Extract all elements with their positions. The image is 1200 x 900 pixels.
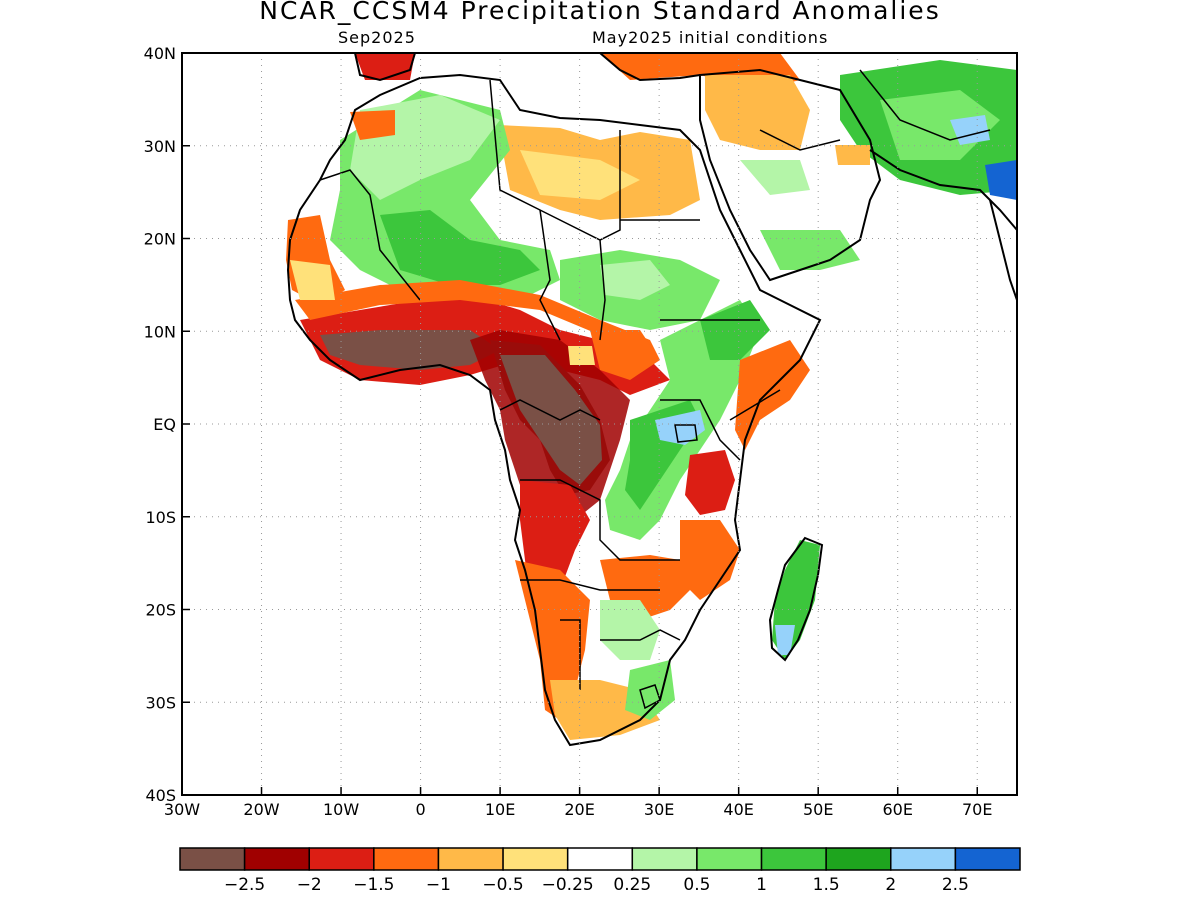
colorbar-label: 1 bbox=[756, 875, 767, 895]
anomaly-mozambique-orange bbox=[680, 520, 740, 600]
border-line bbox=[600, 629, 681, 641]
colorbar-label: 1.5 bbox=[813, 875, 840, 895]
lat-tick-label: 30S bbox=[145, 693, 176, 712]
anomaly-madagascar-blue bbox=[775, 625, 795, 655]
border-line bbox=[859, 69, 991, 141]
border-line bbox=[520, 579, 660, 591]
lon-tick-label: 30W bbox=[164, 800, 200, 819]
colorbar-swatch bbox=[437, 847, 504, 871]
coastlines bbox=[286, 53, 1017, 747]
arabia-coastline bbox=[699, 68, 882, 282]
colorbar-label: 0.25 bbox=[613, 875, 651, 895]
initial-conditions: May2025 initial conditions bbox=[592, 28, 829, 47]
anomaly-orange-central bbox=[590, 330, 660, 380]
anomaly-guinea-brown bbox=[320, 330, 500, 370]
anomaly-tanzania-red bbox=[685, 450, 735, 515]
colorbar-label: 2.5 bbox=[942, 875, 969, 895]
colorbar-swatch bbox=[631, 847, 698, 871]
lat-tick-label: 40S bbox=[145, 786, 176, 805]
colorbar-label: −1.5 bbox=[353, 875, 394, 895]
lat-tick-label: 40N bbox=[144, 44, 176, 63]
lon-tick-label: 0 bbox=[415, 800, 425, 819]
colorbar-swatch bbox=[502, 847, 569, 871]
forecast-month: Sep2025 bbox=[338, 28, 416, 47]
lon-tick-label: 10E bbox=[485, 800, 515, 819]
lon-tick-label: 30E bbox=[644, 800, 674, 819]
lon-tick-label: 20E bbox=[564, 800, 594, 819]
anomaly-sahara-darker bbox=[380, 210, 540, 285]
lat-tick-label: 10S bbox=[145, 508, 176, 527]
axis-ticks: 30W 20W 10W 0 10E 20E 30E 40E 50E 60E 70E 40N 30N 20N… bbox=[144, 44, 993, 819]
gridlines bbox=[182, 53, 1017, 795]
colorbar-swatch bbox=[696, 847, 763, 871]
colorbar-swatch bbox=[243, 847, 310, 871]
anomaly-west-coast-yellow bbox=[290, 260, 335, 300]
anomaly-morocco bbox=[350, 110, 395, 140]
border-line bbox=[759, 129, 841, 151]
anomaly-gulf-orange bbox=[835, 145, 870, 165]
mediterranean-coastline bbox=[354, 53, 701, 82]
colorbar-swatch bbox=[179, 847, 246, 871]
anomaly-natal-green bbox=[625, 660, 675, 720]
border-line bbox=[319, 169, 421, 301]
anomaly-sahel-orange bbox=[295, 280, 660, 360]
map-title: NCAR_CCSM4 Precipitation Standard Anomal… bbox=[259, 0, 941, 25]
colorbar: −2.5 −2 −1.5 −1 −0.5 −0.25 0.25 0.5 1 1.5 2 2.5 bbox=[179, 847, 1021, 895]
border-line bbox=[520, 479, 680, 561]
lon-tick-label: 70E bbox=[962, 800, 992, 819]
colorbar-swatch bbox=[308, 847, 375, 871]
colorbar-swatch bbox=[760, 847, 827, 871]
persia-coastline bbox=[869, 149, 1017, 231]
lon-tick-label: 60E bbox=[882, 800, 912, 819]
india-coastline bbox=[989, 199, 1017, 301]
country-borders bbox=[319, 69, 991, 710]
africa-coastline bbox=[286, 73, 822, 747]
lake-victoria-outline bbox=[674, 424, 698, 443]
colorbar-swatch bbox=[373, 847, 440, 871]
anomaly-middle-east bbox=[705, 75, 810, 150]
border-line bbox=[539, 209, 561, 341]
colorbar-swatch bbox=[954, 847, 1021, 871]
lon-tick-label: 20W bbox=[243, 800, 279, 819]
colorbar-label: −2 bbox=[297, 875, 322, 895]
border-line bbox=[729, 389, 781, 421]
anomaly-arabia-green bbox=[760, 230, 860, 270]
anomaly-india-blue bbox=[985, 160, 1017, 200]
colorbar-label: 0.5 bbox=[683, 875, 710, 895]
anomaly-libya-core bbox=[520, 150, 640, 200]
border-line bbox=[499, 399, 601, 421]
anomaly-ethiopia-green bbox=[700, 300, 770, 360]
lat-tick-label: 20S bbox=[145, 601, 176, 620]
lake-outline bbox=[639, 684, 661, 710]
lat-tick-label: 10N bbox=[144, 322, 176, 341]
madagascar-coastline bbox=[768, 536, 824, 662]
anomaly-congo-brown-2 bbox=[500, 355, 602, 485]
anomaly-southern-light bbox=[600, 600, 660, 660]
border-line bbox=[560, 619, 581, 690]
anomaly-lake-victoria-blue bbox=[655, 410, 705, 445]
colorbar-label: 2 bbox=[885, 875, 896, 895]
lat-tick-label: 30N bbox=[144, 137, 176, 156]
border-line bbox=[599, 239, 606, 341]
border-line bbox=[660, 399, 741, 461]
colorbar-label: −1 bbox=[426, 875, 451, 895]
colorbar-label: −2.5 bbox=[224, 875, 265, 895]
colorbar-swatch bbox=[890, 847, 957, 871]
border-line bbox=[489, 79, 621, 241]
lon-tick-label: 50E bbox=[803, 800, 833, 819]
anomaly-car-white bbox=[568, 346, 595, 365]
lat-tick-label: EQ bbox=[153, 415, 176, 434]
lat-tick-label: 20N bbox=[144, 230, 176, 249]
colorbar-swatch bbox=[566, 847, 634, 871]
colorbar-label: −0.25 bbox=[542, 875, 594, 895]
colorbar-swatch bbox=[825, 847, 892, 871]
colorbar-label: −0.5 bbox=[482, 875, 523, 895]
map-area bbox=[182, 53, 1017, 795]
anomaly-arabia-light bbox=[740, 160, 810, 195]
lon-tick-label: 40E bbox=[723, 800, 753, 819]
anomaly-sudan-light bbox=[600, 260, 670, 300]
lon-tick-label: 10W bbox=[323, 800, 359, 819]
